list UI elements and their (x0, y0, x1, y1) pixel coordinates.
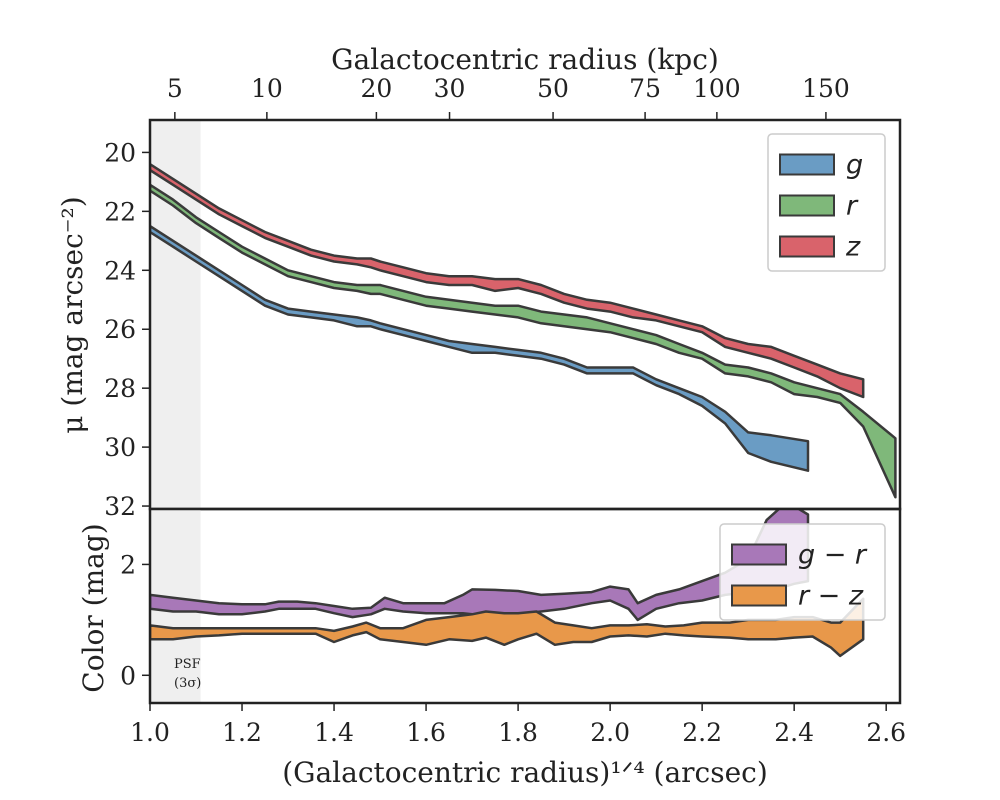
legend-label: r − z (798, 581, 864, 612)
bottom-panel: 02 1.0 1.2 1.4 1.6 1.8 2.0 2.2 2.4 2.6 (Galactoc… (77, 507, 906, 789)
top-x-axis-title: Galactocentric radius (kpc) (331, 43, 719, 76)
top-ytick-label: 32 (104, 492, 136, 521)
band-series-top-1 (150, 183, 897, 499)
legend-label: r (846, 191, 859, 222)
bottom-xtick-label: 2.0 (590, 718, 630, 747)
legend-swatch (731, 584, 787, 607)
top-xtick-label: 20 (360, 74, 392, 103)
bottom-xtick-label: 1.2 (222, 718, 262, 747)
bottom-xtick-label: 1.8 (498, 718, 538, 747)
bottom-xtick-label: 2.6 (866, 718, 906, 747)
psf-sigma-label: (3σ) (174, 676, 201, 691)
band-series-bottom-0 (150, 509, 810, 622)
top-ytick-label: 26 (104, 315, 136, 344)
top-y-axis-title: μ (mag arcsec⁻²) (56, 196, 89, 433)
top-xtick-label: 100 (693, 74, 741, 103)
legend-label: g − r (798, 540, 868, 571)
top-xtick-label: 50 (537, 74, 569, 103)
bottom-xtick-label: 1.6 (406, 718, 446, 747)
top-xtick-label: 10 (251, 74, 283, 103)
top-xtick-label: 150 (802, 74, 850, 103)
legend-swatch (731, 543, 787, 566)
legend-label: g (846, 150, 863, 181)
bottom-y-ticks: 02 (120, 550, 150, 690)
legend-swatch (779, 235, 835, 258)
top-legend: grz (767, 133, 886, 272)
magnitude-bands (150, 162, 897, 499)
bottom-ytick-label: 2 (120, 550, 136, 579)
legend-label: z (845, 232, 861, 263)
bottom-panel-frame (148, 507, 902, 705)
bottom-x-ticks: 1.0 1.2 1.4 1.6 1.8 2.0 2.2 2.4 2.6 (130, 703, 906, 747)
top-x-ticks-kpc: 5 10 20 30 50 75 100 150 (167, 74, 850, 120)
bottom-legend: g − r r − z (719, 523, 886, 621)
bottom-xtick-label: 2.4 (774, 718, 814, 747)
band-series-top-2 (150, 162, 865, 399)
bottom-x-axis-title: (Galactocentric radius)¹ᐟ⁴ (arcsec) (282, 756, 768, 789)
psf-label: PSF (174, 657, 201, 672)
top-ytick-label: 22 (104, 197, 136, 226)
top-xtick-label: 5 (167, 74, 183, 103)
top-ytick-label: 24 (104, 256, 136, 285)
bottom-xtick-label: 1.4 (314, 718, 354, 747)
bottom-y-axis-title: Color (mag) (77, 523, 110, 692)
psf-shade-top (150, 120, 201, 509)
psf-region-top (150, 120, 201, 509)
top-xtick-label: 30 (434, 74, 466, 103)
bottom-xtick-label: 2.2 (682, 718, 722, 747)
top-y-ticks: 20 22 24 26 28 30 32 (104, 138, 150, 521)
top-ytick-label: 28 (104, 374, 136, 403)
top-ytick-label: 20 (104, 138, 136, 167)
bottom-ytick-label: 0 (120, 661, 136, 690)
legend-swatch (779, 194, 835, 217)
legend-swatch (779, 153, 835, 176)
band-series-top-0 (150, 224, 810, 472)
band-series-bottom-1 (150, 597, 865, 658)
top-ytick-label: 30 (104, 433, 136, 462)
bottom-xtick-label: 1.0 (130, 718, 170, 747)
top-xtick-label: 75 (629, 74, 661, 103)
top-panel: 20 22 24 26 28 30 32 5 10 20 30 50 75 100 150 Galacto… (56, 43, 902, 521)
